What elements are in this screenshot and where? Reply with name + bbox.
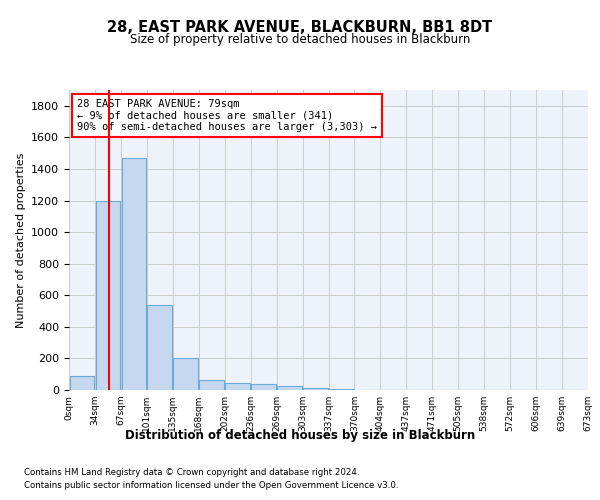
Bar bbox=[199, 380, 224, 390]
Y-axis label: Number of detached properties: Number of detached properties bbox=[16, 152, 26, 328]
Text: Distribution of detached houses by size in Blackburn: Distribution of detached houses by size … bbox=[125, 428, 475, 442]
Bar bbox=[277, 386, 302, 390]
Text: Contains HM Land Registry data © Crown copyright and database right 2024.: Contains HM Land Registry data © Crown c… bbox=[24, 468, 359, 477]
Bar bbox=[303, 388, 328, 390]
Bar bbox=[329, 388, 354, 390]
Text: Contains public sector information licensed under the Open Government Licence v3: Contains public sector information licen… bbox=[24, 480, 398, 490]
Bar bbox=[95, 200, 120, 390]
Text: 28, EAST PARK AVENUE, BLACKBURN, BB1 8DT: 28, EAST PARK AVENUE, BLACKBURN, BB1 8DT bbox=[107, 20, 493, 35]
Bar bbox=[226, 383, 250, 390]
Text: Size of property relative to detached houses in Blackburn: Size of property relative to detached ho… bbox=[130, 34, 470, 46]
Bar bbox=[122, 158, 146, 390]
Bar bbox=[148, 304, 172, 390]
Bar bbox=[251, 384, 276, 390]
Bar bbox=[173, 358, 198, 390]
Bar bbox=[70, 376, 94, 390]
Text: 28 EAST PARK AVENUE: 79sqm
← 9% of detached houses are smaller (341)
90% of semi: 28 EAST PARK AVENUE: 79sqm ← 9% of detac… bbox=[77, 99, 377, 132]
